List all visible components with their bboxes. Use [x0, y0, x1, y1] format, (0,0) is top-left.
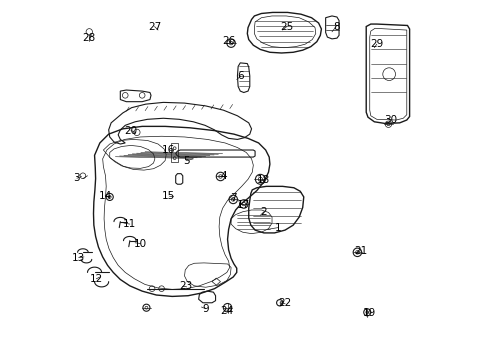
Text: 10: 10	[134, 239, 147, 248]
Text: 6: 6	[237, 71, 244, 81]
Text: 1: 1	[274, 222, 281, 233]
Text: 16: 16	[162, 145, 175, 155]
Text: 13: 13	[72, 253, 85, 262]
Text: 23: 23	[179, 281, 193, 291]
Text: 22: 22	[278, 298, 291, 309]
Text: 8: 8	[332, 22, 339, 32]
Text: 29: 29	[369, 39, 383, 49]
Text: 27: 27	[147, 22, 161, 32]
Text: 3: 3	[74, 173, 80, 183]
Text: 25: 25	[280, 22, 293, 32]
Text: 14: 14	[98, 191, 112, 201]
Text: 5: 5	[183, 156, 189, 166]
Text: 28: 28	[82, 33, 96, 43]
Text: 19: 19	[363, 309, 376, 318]
Text: 17: 17	[237, 200, 250, 210]
Text: 12: 12	[89, 274, 103, 284]
Text: 4: 4	[220, 171, 226, 181]
Text: 18: 18	[257, 175, 270, 185]
Text: 26: 26	[222, 36, 235, 46]
Text: 7: 7	[230, 193, 237, 203]
Text: 20: 20	[124, 126, 137, 136]
Text: 2: 2	[260, 207, 266, 217]
Text: 11: 11	[123, 219, 136, 229]
Text: 30: 30	[384, 115, 397, 125]
Text: 21: 21	[354, 246, 367, 256]
Text: 24: 24	[220, 306, 233, 315]
Text: 9: 9	[202, 304, 208, 314]
Text: 15: 15	[162, 191, 175, 201]
